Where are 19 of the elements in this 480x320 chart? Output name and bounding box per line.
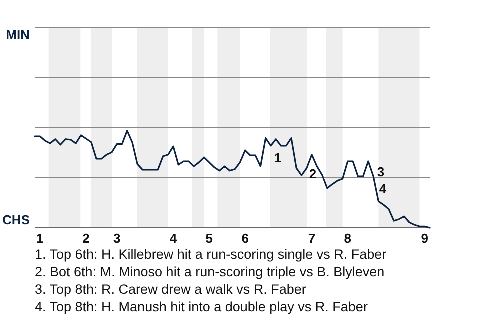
x-tick-label: 8: [344, 231, 352, 246]
annotation: 3: [377, 164, 385, 180]
text: MIN: [6, 28, 30, 43]
x-tick-label: 7: [308, 231, 316, 246]
x-tick-label: 5: [206, 231, 214, 246]
text: CHS: [2, 212, 30, 228]
text: 1. Top 6th: H. Killebrew hit a run-scoring single vs R. Faber: [35, 247, 388, 262]
x-tick-label: 4: [170, 231, 178, 246]
x-tick-label: 6: [242, 231, 249, 246]
text: 3. Top 8th: R. Carew drew a walk vs R. Faber: [35, 282, 307, 297]
annotation: 1: [274, 150, 282, 166]
x-tick-label: 3: [113, 231, 121, 246]
annotation: 2: [309, 166, 317, 182]
annotation: 4: [379, 182, 388, 197]
x-tick-label: 9: [421, 231, 428, 246]
text: 4. Top 8th: H. Manush hit into a double play vs R. Faber: [35, 300, 368, 314]
x-tick-label: 2: [82, 231, 90, 246]
text: 2. Bot 6th: M. Minoso hit a run-scoring triple vs B. Blyleven: [35, 264, 385, 280]
x-tick-label: 1: [36, 231, 44, 246]
